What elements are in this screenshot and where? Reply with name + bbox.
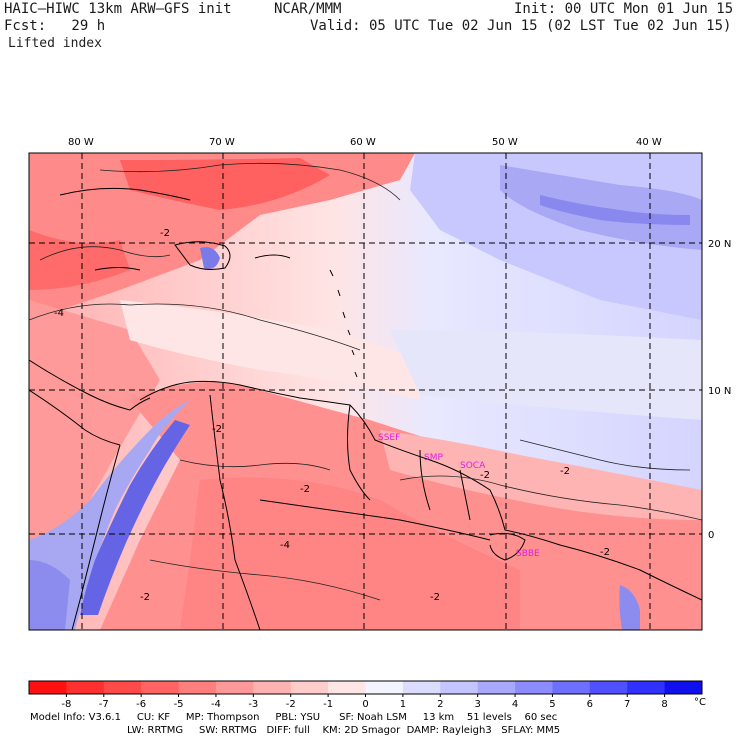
lat-label: 20 N	[708, 239, 731, 250]
colorbar-cell	[552, 681, 591, 694]
lon-label: 40 W	[636, 137, 662, 148]
lon-label: 70 W	[209, 137, 235, 148]
colorbar-cell	[402, 681, 441, 694]
contour-label: -2	[212, 424, 222, 435]
lat-label: 0	[708, 530, 714, 541]
colorbar-unit: °C	[694, 697, 706, 708]
colorbar-tick-label: -2	[286, 699, 296, 710]
contour-label: -4	[280, 540, 290, 551]
colorbar-tick-label: 3	[474, 699, 480, 710]
colorbar-tick-label: 1	[400, 699, 406, 710]
colorbar-cell	[178, 681, 217, 694]
station-label: SBBE	[516, 549, 540, 559]
valid-time: Valid: 05 UTC Tue 02 Jun 15 (02 LST Tue …	[310, 18, 732, 34]
model-info-line2: LW: RRTMG SW: RRTMG DIFF: full KM: 2D Sm…	[127, 725, 561, 736]
contour-label: -2	[300, 484, 310, 495]
contour-label: -2	[480, 470, 490, 481]
contour-label: -2	[160, 228, 170, 239]
colorbar-tick-label: 7	[624, 699, 630, 710]
colorbar-cell	[290, 681, 329, 694]
station-label: SOCA	[460, 461, 486, 471]
colorbar-cells	[28, 680, 703, 695]
lon-label: 80 W	[68, 137, 94, 148]
colorbar-cell	[66, 681, 105, 694]
colorbar-cell	[215, 681, 254, 694]
model-info-line1: Model Info: V3.6.1 CU: KF MP: Thompson P…	[30, 712, 558, 723]
colorbar-cell	[253, 681, 292, 694]
colorbar-cell	[627, 681, 666, 694]
colorbar-tick-label: 4	[512, 699, 518, 710]
coastlines	[29, 187, 702, 630]
title-model: HAIC–HIWC 13km ARW–GFS init	[4, 1, 232, 17]
colorbar-tick-label: 2	[437, 699, 443, 710]
colorbar-cell	[328, 681, 366, 694]
station-label: SSEF	[378, 433, 400, 443]
colorbar-cell	[141, 681, 180, 694]
map-frame	[28, 152, 703, 631]
colorbar-tick-label: 6	[587, 699, 593, 710]
contour-label: -4	[54, 308, 64, 319]
colorbar-cell	[365, 681, 404, 694]
colorbar-tick-label: 5	[549, 699, 555, 710]
lat-label: 10 N	[708, 386, 731, 397]
station-label: SMP	[424, 453, 443, 463]
init-time: Init: 00 UTC Mon 01 Jun 15	[514, 1, 734, 17]
colorbar-cell	[103, 681, 142, 694]
lon-label: 60 W	[350, 137, 376, 148]
colorbar-cell	[589, 681, 628, 694]
forecast-hour: Fcst: 29 h	[4, 18, 106, 34]
colorbar-cell	[664, 681, 703, 694]
contour-label: -2	[600, 547, 610, 558]
field-name: Lifted index	[8, 36, 102, 51]
colorbar-tick-label: -5	[174, 699, 184, 710]
colorbar-ticks: -8 -7 -6 -5 -4 -3 -2 -1 0 1 2 3 4 5 6 7 8	[61, 694, 668, 710]
colorbar-cell	[477, 681, 516, 694]
contour-label: -2	[560, 466, 570, 477]
colorbar-tick-label: -7	[99, 699, 109, 710]
graticule	[29, 153, 702, 630]
colorbar-tick-label: 8	[661, 699, 667, 710]
contour-label: -2	[430, 592, 440, 603]
colorbar: -8 -7 -6 -5 -4 -3 -2 -1 0 1 2 3 4 5 6 7 8 °C	[28, 680, 706, 710]
colorbar-tick-label: -4	[211, 699, 221, 710]
colorbar-cell	[515, 681, 553, 694]
colorbar-cell	[29, 681, 67, 694]
colorbar-tick-label: -1	[323, 699, 333, 710]
colorbar-tick-label: -6	[136, 699, 146, 710]
colorbar-tick-label: -3	[248, 699, 258, 710]
map-field	[29, 153, 702, 630]
colorbar-tick-label: -8	[61, 699, 71, 710]
colorbar-tick-label: 0	[362, 699, 368, 710]
title-org: NCAR/MMM	[274, 1, 342, 17]
contour-label: -2	[140, 592, 150, 603]
colorbar-cell	[440, 681, 479, 694]
contour-lines	[29, 162, 702, 601]
lon-label: 50 W	[492, 137, 518, 148]
